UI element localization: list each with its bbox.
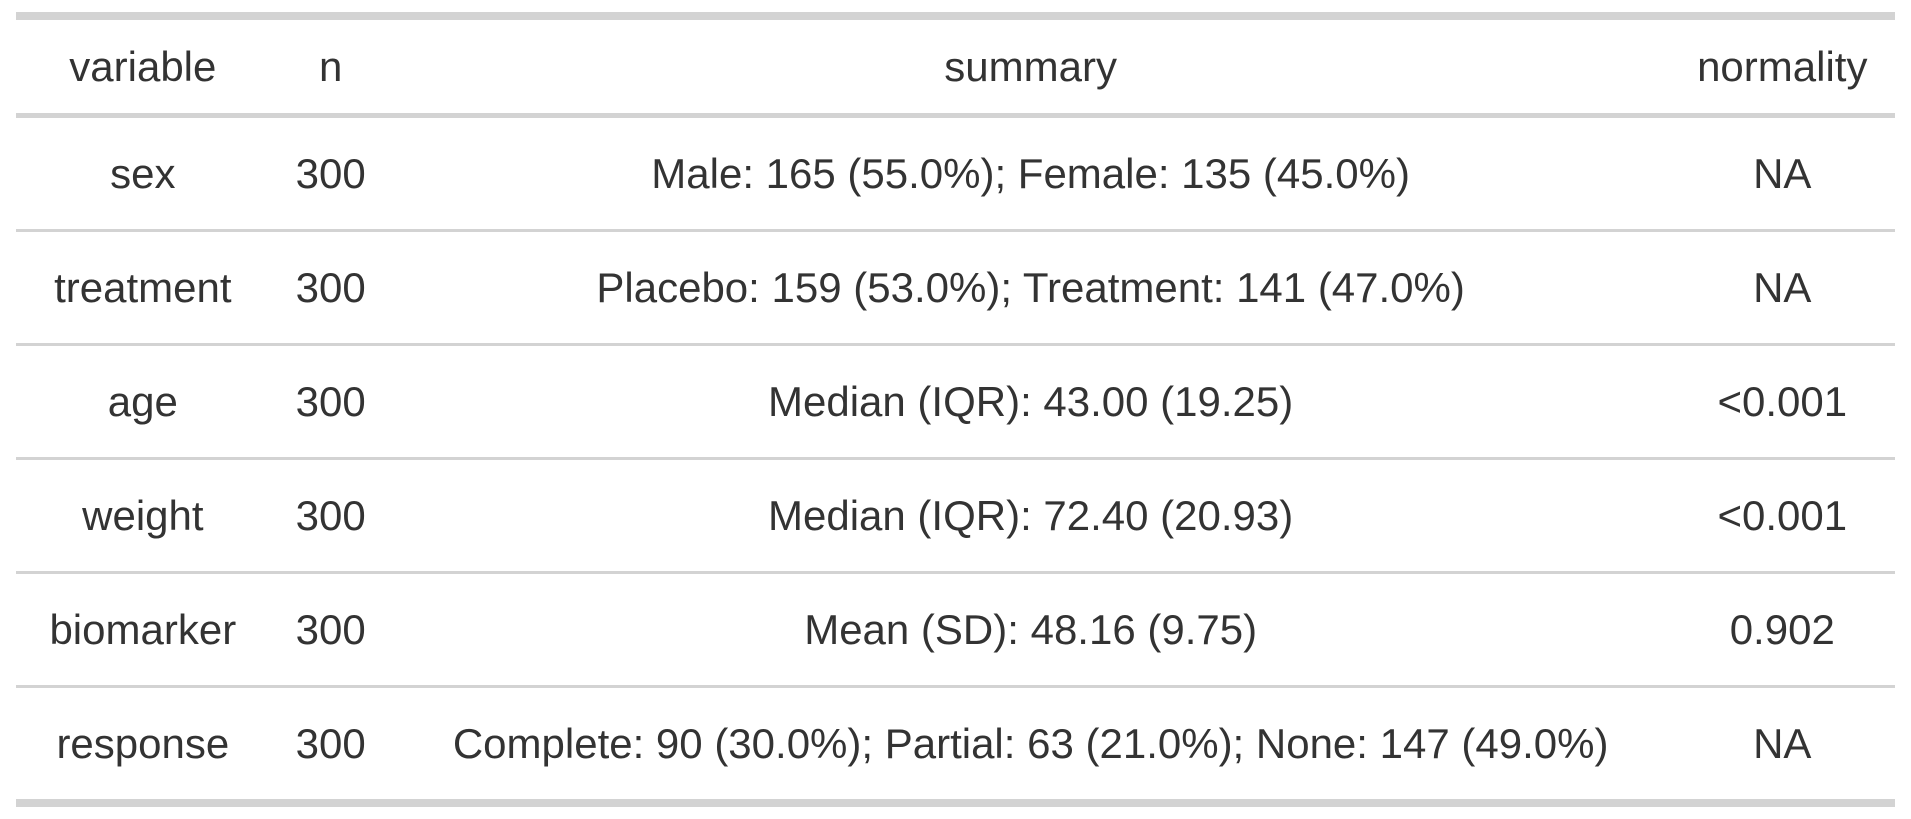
cell-summary: Complete: 90 (30.0%); Partial: 63 (21.0%… [452, 719, 1609, 767]
cell-variable: biomarker [16, 572, 270, 688]
cell-normality: 0.902 [1669, 572, 1895, 688]
table-body: sex 300 Male: 165 (55.0%); Female: 135 (45… [16, 115, 1895, 804]
cell-variable: treatment [16, 230, 270, 346]
cell-normality: <0.001 [1669, 458, 1895, 574]
cell-normality: NA [1669, 230, 1895, 346]
cell-summary: Male: 165 (55.0%); Female: 135 (45.0%) [391, 115, 1670, 232]
column-header-summary: summary [391, 16, 1670, 118]
table-row: age 300 Median (IQR): 43.00 (19.25) <0.001 [16, 344, 1895, 460]
cell-normality: <0.001 [1669, 344, 1895, 460]
table-row: weight 300 Median (IQR): 72.40 (20.93) <0.0… [16, 458, 1895, 574]
cell-summary: Median (IQR): 43.00 (19.25) [391, 344, 1670, 460]
cell-variable: sex [16, 115, 270, 232]
cell-variable: weight [16, 458, 270, 574]
cell-n: 300 [269, 230, 392, 346]
table-row: sex 300 Male: 165 (55.0%); Female: 135 (45… [16, 115, 1895, 232]
cell-summary: Placebo: 159 (53.0%); Treatment: 141 (47… [391, 230, 1670, 346]
column-header-normality: normality [1669, 16, 1895, 118]
cell-summary: Median (IQR): 72.40 (20.93) [391, 458, 1670, 574]
table-row: treatment 300 Placebo: 159 (53.0%); Treatm… [16, 230, 1895, 346]
column-header-n: n [269, 16, 392, 118]
table-row: response 300 Complete: 90 (30.0%); Partial… [16, 687, 1895, 804]
cell-n: 300 [269, 344, 392, 460]
cell-variable: age [16, 344, 270, 460]
cell-normality: NA [1669, 115, 1895, 232]
cell-n: 300 [269, 572, 392, 688]
cell-variable: response [56, 719, 230, 767]
header-row: variable n summary normality [16, 16, 1895, 118]
cell-n: 300 [269, 115, 392, 232]
cell-normality: NA [1753, 719, 1812, 767]
cell-n: 300 [295, 719, 366, 767]
cell-summary: Mean (SD): 48.16 (9.75) [391, 572, 1670, 688]
column-header-variable: variable [16, 16, 270, 118]
summary-table: variable n summary normality sex 300 Male:… [16, 12, 1895, 807]
cell-n: 300 [269, 458, 392, 574]
table-row: biomarker 300 Mean (SD): 48.16 (9.75) 0.902 [16, 572, 1895, 688]
